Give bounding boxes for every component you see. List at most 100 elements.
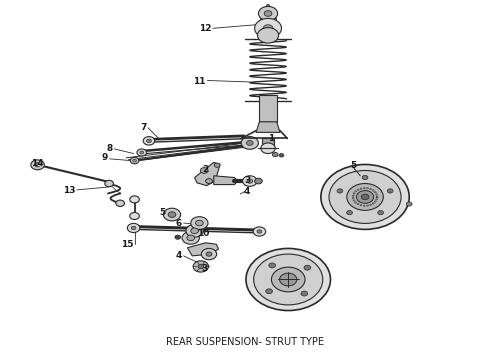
Text: 3: 3 [244, 176, 250, 185]
Circle shape [360, 188, 362, 189]
Circle shape [147, 139, 151, 143]
Circle shape [353, 200, 355, 201]
Circle shape [357, 189, 359, 190]
Text: 1: 1 [268, 134, 274, 143]
Text: 7: 7 [140, 123, 147, 132]
Text: 5: 5 [351, 161, 357, 170]
Circle shape [206, 252, 212, 256]
Circle shape [272, 153, 278, 157]
Circle shape [198, 264, 204, 269]
Circle shape [253, 227, 266, 236]
Circle shape [321, 165, 409, 229]
Circle shape [196, 220, 203, 226]
Circle shape [329, 171, 401, 224]
Circle shape [269, 263, 275, 268]
Circle shape [266, 5, 270, 8]
Text: 4: 4 [175, 251, 182, 260]
Circle shape [168, 212, 176, 217]
Circle shape [257, 230, 262, 233]
Circle shape [130, 212, 139, 220]
Circle shape [133, 159, 137, 162]
Circle shape [116, 200, 124, 207]
Circle shape [200, 168, 208, 173]
Circle shape [254, 254, 323, 305]
Circle shape [374, 201, 376, 202]
Polygon shape [195, 162, 220, 186]
Circle shape [143, 136, 155, 145]
Circle shape [137, 149, 147, 156]
Circle shape [206, 179, 212, 184]
Circle shape [193, 261, 209, 272]
Circle shape [357, 203, 359, 205]
Text: 12: 12 [199, 24, 211, 33]
Circle shape [246, 140, 253, 145]
Circle shape [304, 265, 311, 270]
Circle shape [369, 204, 371, 206]
Circle shape [261, 143, 275, 154]
Circle shape [376, 196, 378, 198]
Circle shape [362, 175, 368, 180]
Circle shape [352, 195, 354, 197]
Circle shape [355, 191, 357, 192]
Circle shape [355, 202, 357, 203]
Text: 5: 5 [160, 208, 166, 217]
Circle shape [105, 180, 113, 187]
Circle shape [367, 205, 368, 206]
Circle shape [214, 163, 220, 167]
Circle shape [363, 188, 365, 189]
Circle shape [353, 193, 355, 194]
Circle shape [266, 289, 272, 294]
Circle shape [186, 224, 203, 237]
Circle shape [163, 208, 181, 221]
Polygon shape [187, 243, 219, 256]
Circle shape [241, 136, 258, 149]
Circle shape [346, 211, 352, 215]
Circle shape [337, 189, 343, 193]
Circle shape [31, 160, 44, 170]
Circle shape [246, 248, 330, 311]
Text: 15: 15 [121, 240, 134, 249]
Circle shape [369, 188, 371, 190]
Text: 4: 4 [244, 187, 250, 196]
Circle shape [191, 217, 208, 229]
Circle shape [255, 18, 281, 38]
Text: 8: 8 [107, 144, 113, 153]
Circle shape [127, 224, 140, 233]
Circle shape [280, 273, 297, 286]
Circle shape [263, 25, 273, 32]
Circle shape [182, 231, 199, 244]
Circle shape [258, 6, 278, 21]
Circle shape [131, 226, 136, 230]
Text: 14: 14 [31, 158, 44, 167]
Circle shape [175, 235, 181, 239]
Circle shape [279, 154, 284, 157]
Circle shape [374, 192, 376, 193]
Circle shape [187, 235, 195, 241]
Circle shape [35, 163, 41, 167]
Circle shape [257, 28, 279, 43]
Circle shape [387, 189, 393, 193]
Text: 2: 2 [203, 165, 209, 174]
Circle shape [201, 248, 217, 260]
Bar [260, 18, 276, 22]
Text: 13: 13 [64, 186, 76, 195]
Circle shape [140, 151, 144, 154]
Text: 11: 11 [193, 77, 206, 86]
Circle shape [376, 199, 378, 200]
Circle shape [264, 11, 272, 16]
Text: REAR SUSPENSION- STRUT TYPE: REAR SUSPENSION- STRUT TYPE [166, 337, 324, 347]
Circle shape [378, 211, 384, 215]
Circle shape [372, 190, 374, 191]
Text: 10: 10 [197, 229, 209, 238]
Text: 9: 9 [102, 153, 108, 162]
Circle shape [361, 194, 369, 200]
Bar [262, 138, 274, 148]
Circle shape [347, 184, 383, 210]
Circle shape [352, 197, 354, 199]
Circle shape [406, 202, 412, 206]
Circle shape [130, 196, 139, 203]
Circle shape [247, 179, 253, 183]
Circle shape [130, 157, 139, 164]
Circle shape [367, 188, 368, 189]
Polygon shape [214, 176, 238, 185]
